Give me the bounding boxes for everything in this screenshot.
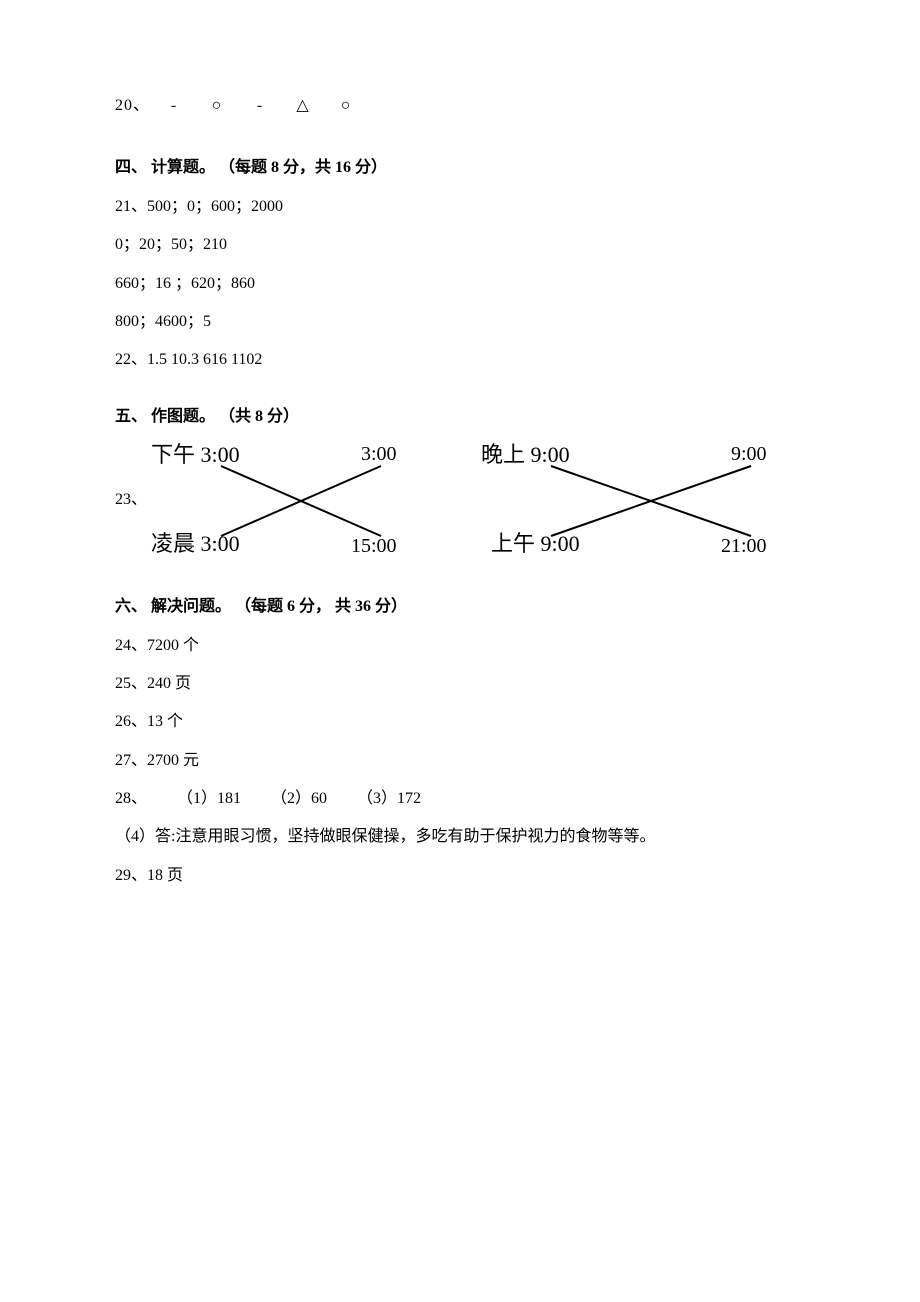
q20-sym-4: ○	[327, 95, 365, 117]
q20-sym-0: -	[155, 95, 193, 117]
q20-sym-2: -	[241, 95, 279, 117]
section6-heading: 六、 解决问题。 （每题 6 分， 共 36 分）	[115, 596, 920, 618]
q28-part-1: （1）181	[177, 788, 241, 810]
q25-line: 25、240 页	[115, 673, 920, 695]
q20-prefix: 20、	[115, 97, 150, 114]
q28-part-2: （2）60	[271, 788, 327, 810]
q28-part-3: （3）172	[357, 788, 421, 810]
q21-prefix: 21、	[115, 198, 147, 215]
q20-sym-3: △	[284, 95, 322, 117]
q21-row0-text: 500；0；600；2000	[147, 198, 283, 215]
q28-prefix: 28、	[115, 788, 147, 810]
q21-row-3: 800；4600；5	[115, 311, 920, 333]
section-6: 六、 解决问题。 （每题 6 分， 共 36 分） 24、7200 个 25、2…	[115, 596, 920, 887]
q20-sym-1: ○	[198, 95, 236, 117]
q24-line: 24、7200 个	[115, 635, 920, 657]
q23-row: 23、 下午 3:003:00凌晨 3:0015:00晚上 9:009:00上午…	[115, 440, 920, 560]
q28-4-line: （4）答:注意用眼习惯，坚持做眼保健操，多吃有助于保护视力的食物等等。	[115, 826, 920, 848]
section-4: 四、 计算题。 （每题 8 分，共 16 分） 21、500；0；600；200…	[115, 157, 920, 371]
q21-row-0: 21、500；0；600；2000	[115, 196, 920, 218]
q27-line: 27、2700 元	[115, 750, 920, 772]
q21-row-2: 660；16 ；620；860	[115, 273, 920, 295]
time-matching-diagram: 下午 3:003:00凌晨 3:0015:00晚上 9:009:00上午 9:0…	[151, 440, 791, 560]
q22-line: 22、1.5 10.3 616 1102	[115, 349, 920, 371]
section5-heading: 五、 作图题。 （共 8 分）	[115, 406, 920, 428]
q20-line: 20、 - ○ - △ ○	[115, 95, 920, 117]
section4-heading: 四、 计算题。 （每题 8 分，共 16 分）	[115, 157, 920, 179]
q23-prefix: 23、	[115, 489, 151, 511]
section-5: 五、 作图题。 （共 8 分） 23、 下午 3:003:00凌晨 3:0015…	[115, 406, 920, 560]
diagram-lines	[151, 440, 791, 560]
q29-line: 29、18 页	[115, 865, 920, 887]
q28-line: 28、 （1）181 （2）60 （3）172	[115, 788, 920, 810]
q26-line: 26、13 个	[115, 711, 920, 733]
q21-row-1: 0；20；50；210	[115, 234, 920, 256]
